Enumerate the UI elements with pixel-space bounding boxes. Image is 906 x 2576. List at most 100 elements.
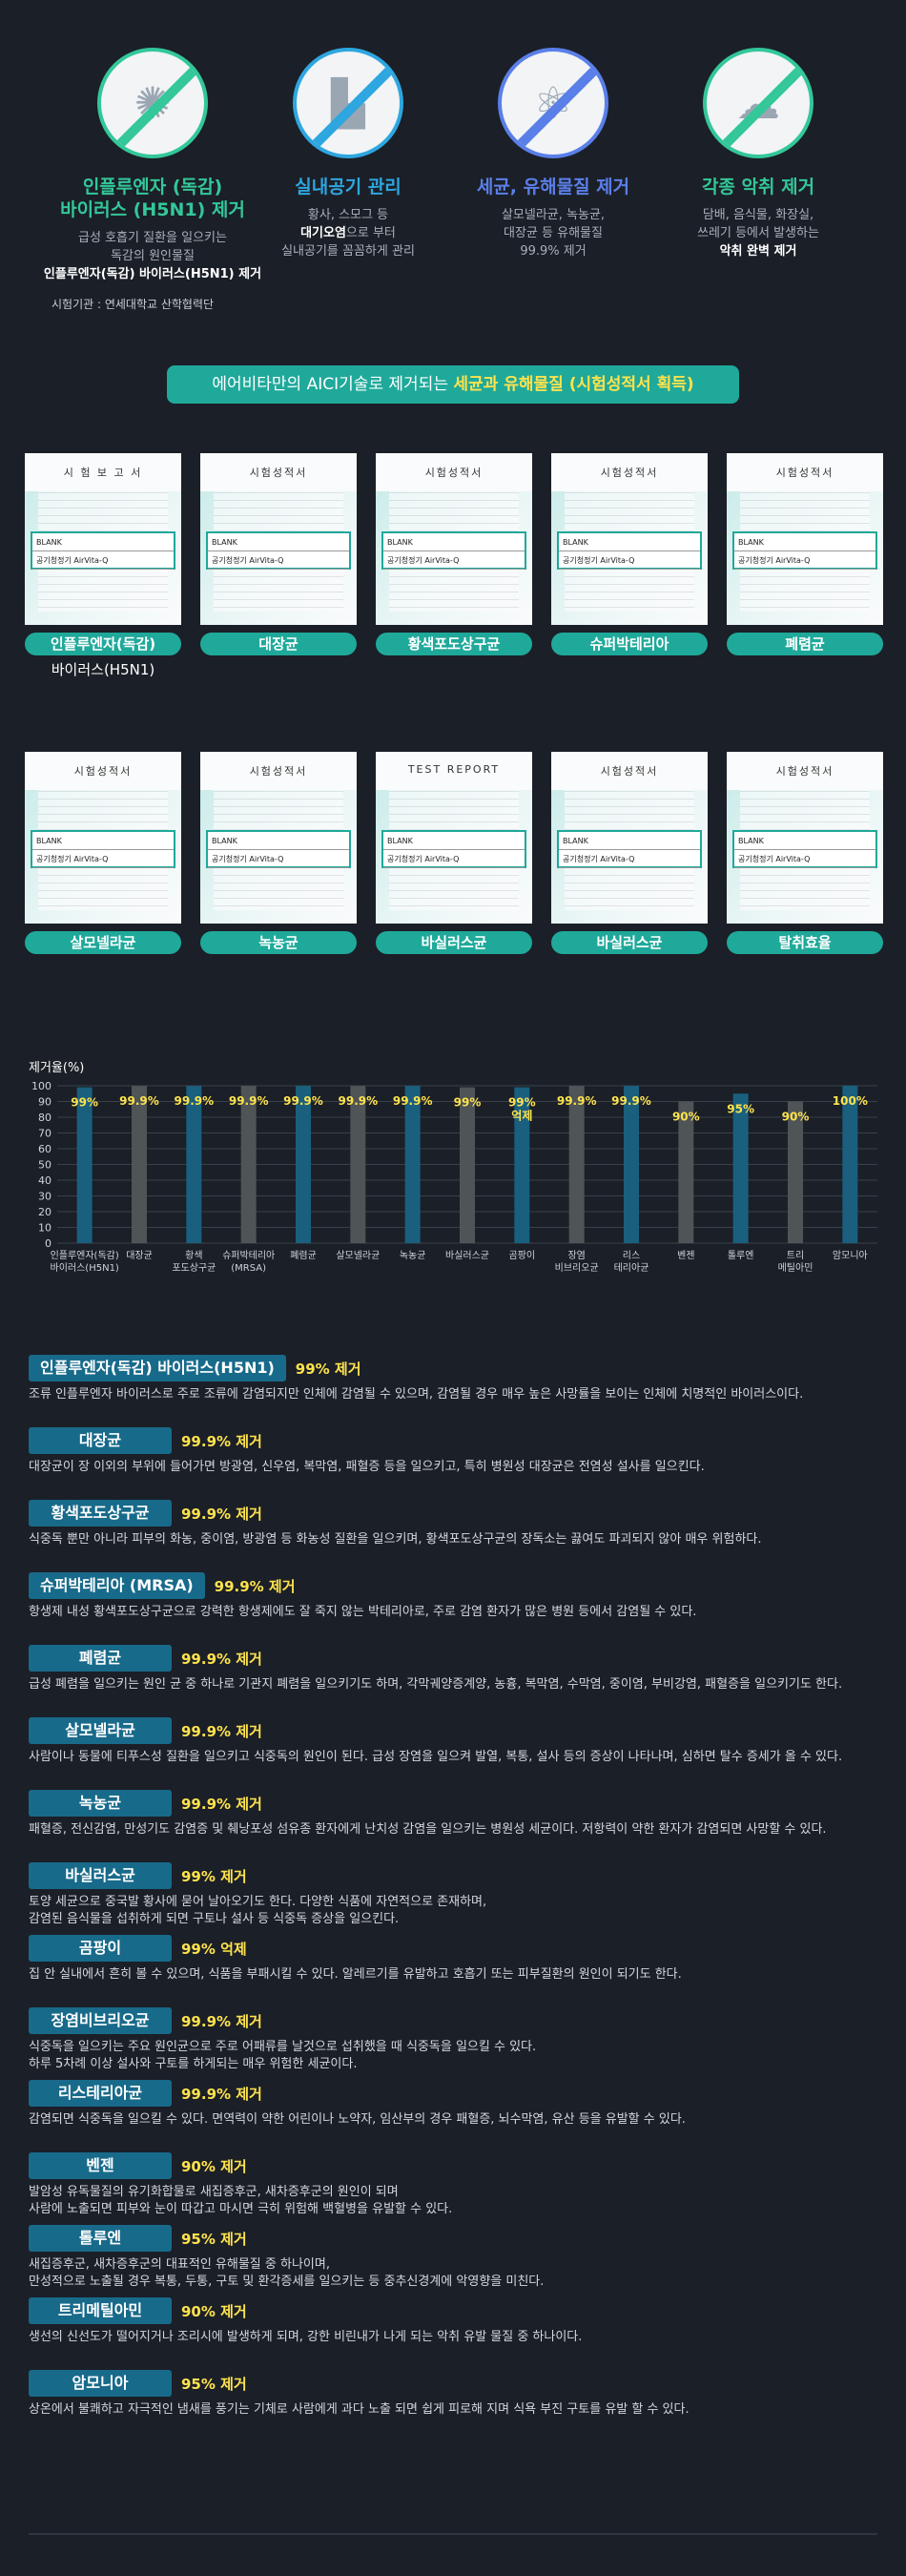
detail-item: 폐렴균 99.9% 제거 급성 폐렴을 일으키는 원인 균 중 하나로 기관지 폐렴… [29,1645,877,1717]
detail-desc: 사람이나 동물에 티푸스성 질환을 일으키고 식중독의 원인이 된다. 급성 장… [29,1750,843,1764]
detail-rate: 99% 제거 [295,1360,361,1378]
cert-document: TEST REPORT BLANK 공기청정기 AirVita-Q [376,752,532,924]
x-tick-label: 바실러스균 [445,1250,489,1261]
chart-ylabel: 제거율(%) [29,1061,85,1075]
x-tick-label: 메틸아민 [778,1261,813,1274]
cert-card: 시험성적서 BLANK 공기청정기 AirVita-Q 살모넬라균 [25,752,181,958]
detail-item: 장염비브리오균 99.9% 제거 식중독을 일으키는 주요 원인균으로 주로 어패류… [29,2007,877,2080]
data-label: 100% [833,1094,868,1108]
cert-card: 시험성적서 BLANK 공기청정기 AirVita-Q 바실러스균 [551,752,708,958]
details-list: 인플루엔자(독감) 바이러스(H5N1) 99% 제거 조류 인플루엔자 바이러스로… [29,1355,877,2442]
cert-sublabel: 바이러스(H5N1) [51,661,155,678]
detail-label: 녹농균 [29,1790,172,1817]
y-tick-label: 90 [38,1096,51,1109]
cert-doc-title: 시험성적서 [73,765,133,778]
test-institution-note: 시험기관 : 연세대학교 산학협력단 [51,298,215,311]
cert-doc-title: 시험성적서 [249,765,308,778]
detail-rate: 90% 제거 [181,2302,247,2320]
detail-item: 인플루엔자(독감) 바이러스(H5N1) 99% 제거 조류 인플루엔자 바이러스로… [29,1355,877,1427]
features-section: ✺ 인플루엔자 (독감) 바이러스 (H5N1) 제거 급성 호흡기 질환을 일… [0,0,906,315]
bar [732,1093,749,1243]
feature-indoor-air: ▙ 실내공기 관리 황사, 스모그 등 대기오염으로 부터 실내공기를 꼼꼼하게… [238,48,458,260]
x-tick-label: 곰팡이 [509,1250,536,1261]
cert-card: TEST REPORT BLANK 공기청정기 AirVita-Q 바실러스균 [376,752,532,958]
cert-document: 시험성적서 BLANK 공기청정기 AirVita-Q [727,453,883,625]
detail-rate: 95% 제거 [181,2230,247,2248]
y-tick-label: 40 [38,1174,51,1187]
detail-rate: 99.9% 제거 [214,1577,296,1595]
data-label: 99.9% [557,1094,597,1108]
detail-item: 곰팡이 99% 억제 집 안 실내에서 흔히 볼 수 있으며, 식품을 부패시킬 수… [29,1935,877,2007]
x-tick-label: 폐렴균 [290,1249,317,1261]
x-tick-label: 리스 [623,1250,640,1261]
detail-label: 트리메틸아민 [29,2297,172,2324]
bar [678,1101,694,1243]
y-tick-label: 30 [38,1191,51,1203]
y-tick-label: 0 [45,1237,51,1250]
cert-label: 슈퍼박테리아 [551,633,708,655]
cert-document: 시험성적서 BLANK 공기청정기 AirVita-Q [551,752,708,924]
detail-label: 대장균 [29,1427,172,1454]
detail-desc: 대장균이 장 이외의 부위에 들어가면 방광염, 신우염, 복막염, 패혈증 등… [29,1460,705,1474]
x-tick-label: 장염 [567,1250,585,1261]
factory-icon: ▙ [293,48,403,158]
detail-item: 벤젠 90% 제거 발암성 유독물질의 유기화합물로 새집증후군, 새차증후군의 원… [29,2152,877,2225]
detail-desc: 식중독 뿐만 아니라 피부의 화농, 중이염, 방광염 등 화농성 질환을 일으… [29,1532,762,1547]
chart-svg: 0 10 20 30 40 50 60 70 80 90 100 99% 인플루엔자(독감)바이러스(H… [31,1080,877,1274]
y-tick-label: 20 [38,1206,51,1218]
detail-label: 살모넬라균 [29,1717,172,1744]
y-tick-label: 80 [38,1111,51,1124]
detail-desc: 항생제 내성 황색포도상구균으로 강력한 항생제에도 잘 죽지 않는 박테리아로… [29,1605,697,1619]
detail-label: 리스테리아균 [29,2080,172,2107]
detail-item: 바실러스균 99% 제거 토양 세균으로 중국발 황사에 묻어 날아오기도 한다. … [29,1862,877,1935]
detail-item: 슈퍼박테리아 (MRSA) 99.9% 제거 항생제 내성 황색포도상구균으로 강력… [29,1572,877,1645]
x-tick-label: 암모니아 [833,1250,868,1261]
feature-desc: 담배, 음식물, 화장실, 쓰레기 등에서 발생하는 악취 완벽 제거 [697,208,819,259]
detail-desc: 식중독을 일으키는 주요 원인균으로 주로 어패류를 날것으로 섭취했을 때 식… [29,2040,537,2071]
cert-doc-title: 시험성적서 [249,467,308,479]
data-label: 99% [508,1096,536,1110]
cert-doc-title: 시험성적서 [775,467,834,479]
data-label: 90% [782,1111,810,1124]
data-label: 99% [454,1096,482,1110]
feature-desc: 살모넬라균, 녹농균, 대장균 등 유해물질 99.9% 제거 [501,208,606,259]
detail-desc: 감염되면 식중독을 일으킬 수 있다. 면역력이 약한 어린이나 노약자, 임산… [29,2112,686,2127]
cert-card: 시 험 보 고 서 BLANK 공기청정기 AirVita-Q 인플루엔자(독감) 바이… [25,453,181,679]
data-label: 99.9% [611,1094,651,1108]
x-tick-label: 톨루엔 [728,1250,754,1261]
molecule-icon: ⚛ [498,48,608,158]
bottom-divider [29,2533,877,2535]
detail-desc: 생선의 신선도가 떨어지거나 조리시에 발생하게 되며, 강한 비린내가 나게 … [29,2330,583,2344]
virus-icon: ✺ [97,48,208,158]
cert-row-1: 시 험 보 고 서 BLANK 공기청정기 AirVita-Q 인플루엔자(독감) 바이… [25,453,883,679]
x-tick-label: 황색 [185,1250,202,1261]
data-label: 90% [672,1111,700,1124]
data-label: 99.9% [339,1094,379,1108]
detail-item: 살모넬라균 99.9% 제거 사람이나 동물에 티푸스성 질환을 일으키고 식중독의… [29,1717,877,1790]
data-label: 95% [727,1102,754,1115]
x-tick-label: 살모넬라균 [336,1250,380,1261]
detail-desc: 토양 세균으로 중국발 황사에 묻어 날아오기도 한다. 다양한 식품에 자연적… [29,1895,487,1926]
x-tick-label: (MRSA) [231,1263,266,1274]
cert-document: 시험성적서 BLANK 공기청정기 AirVita-Q [25,752,181,924]
y-tick-label: 70 [38,1128,51,1140]
detail-rate: 99.9% 제거 [181,1432,262,1450]
detail-rate: 99% 제거 [181,1867,247,1885]
bar [350,1086,366,1243]
cert-label: 탈취효율 [727,931,883,954]
bar [186,1086,202,1243]
detail-label: 곰팡이 [29,1935,172,1962]
data-label: 99.9% [283,1094,323,1108]
detail-label: 톨루엔 [29,2225,172,2252]
detail-label: 인플루엔자(독감) 바이러스(H5N1) [29,1355,286,1381]
bar [788,1101,803,1243]
cert-document: 시험성적서 BLANK 공기청정기 AirVita-Q [376,453,532,625]
x-tick-label: 포도상구균 [172,1262,216,1274]
cert-document: 시험성적서 BLANK 공기청정기 AirVita-Q [551,453,708,625]
feature-desc: 급성 호흡기 질환을 일으키는 독감의 원인물질 인플루엔자(독감) 바이러스(… [43,231,262,281]
bar [132,1086,147,1243]
y-tick-label: 10 [38,1222,51,1235]
data-label: 99.9% [393,1094,433,1108]
